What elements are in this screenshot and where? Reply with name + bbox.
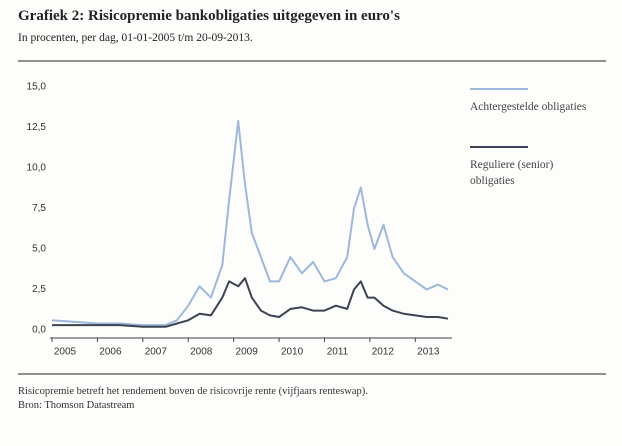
footnote: Risicopremie betreft het rendement boven…: [18, 386, 368, 397]
x-tick-label: 2006: [99, 347, 122, 358]
y-tick-label: 2,5: [32, 284, 46, 295]
legend-label: Achtergestelde obligaties: [470, 101, 587, 113]
x-tick-label: 2009: [236, 347, 259, 358]
x-tick-label: 2010: [281, 347, 304, 358]
source: Bron: Thomson Datastream: [18, 400, 135, 411]
y-tick-label: 0,0: [32, 325, 46, 336]
y-tick-label: 5,0: [32, 244, 46, 255]
x-tick-label: 2005: [54, 347, 77, 358]
x-tick-label: 2012: [372, 347, 395, 358]
legend-label: Reguliere (senior) obligaties: [470, 159, 554, 187]
series-line: [51, 120, 449, 327]
series-line: [52, 277, 449, 328]
x-tick-label: 2008: [190, 347, 213, 358]
x-tick-label: 2013: [417, 347, 440, 358]
x-tick-label: 2007: [145, 347, 168, 358]
y-tick-label: 15,0: [27, 82, 47, 93]
y-tick-label: 10,0: [27, 163, 47, 174]
chart-subtitle: In procenten, per dag, 01-01-2005 t/m 20…: [18, 32, 253, 44]
y-tick-label: 7,5: [32, 203, 46, 214]
y-tick-label: 12,5: [27, 122, 47, 133]
chart-title: Grafiek 2: Risicopremie bankobligaties u…: [18, 8, 400, 24]
x-tick-label: 2011: [327, 347, 349, 358]
